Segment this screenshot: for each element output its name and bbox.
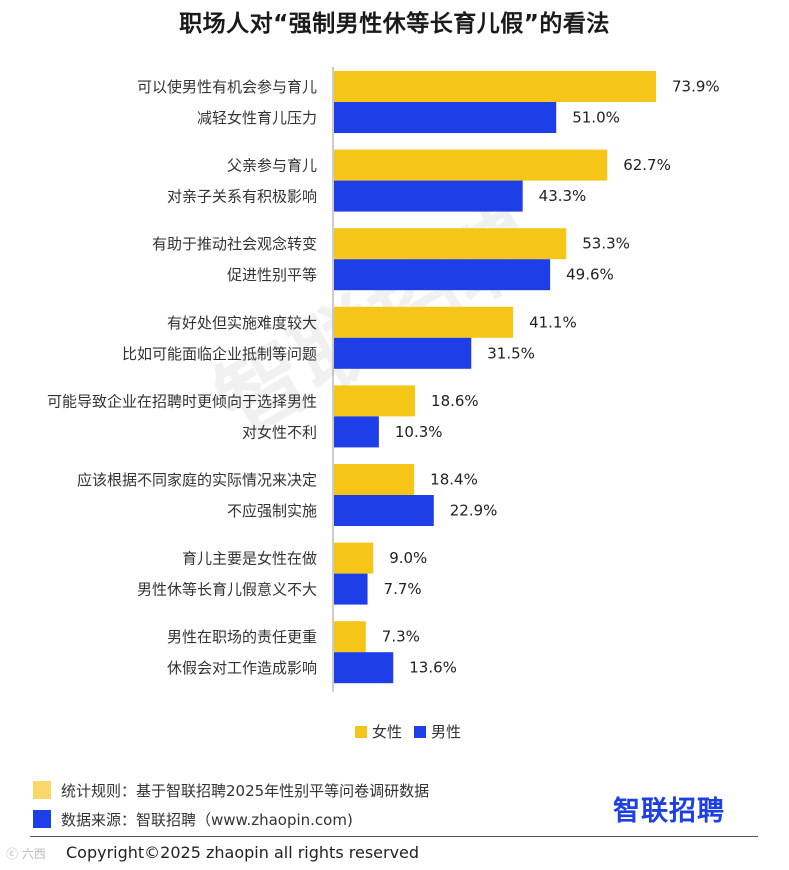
legend: 女性 男性 [355,721,461,742]
value-label-male: 43.3% [539,187,587,205]
bar-male [334,652,394,684]
bar-male [334,495,434,526]
bar-female [334,228,567,260]
category-label: 对女性不利 [242,423,317,441]
legend-item-female: 女性 [355,721,402,742]
value-label-male: 13.6% [409,659,457,677]
legend-label-male: 男性 [431,723,462,741]
category-label: 应该根据不同家庭的实际情况来决定 [77,471,317,489]
category-label: 可以使男性有机会参与育儿 [137,78,317,96]
value-label-male: 49.6% [566,266,614,284]
category-label: 男性休等长育儿假意义不大 [137,581,317,599]
value-label-female: 18.6% [431,392,479,410]
legend-swatch-male [414,725,427,738]
category-label: 对亲子关系有积极影响 [167,188,317,206]
value-label-male: 22.9% [450,502,498,520]
category-label: 减轻女性育儿压力 [197,109,317,127]
value-label-female: 73.9% [672,78,720,96]
bar-male [334,180,523,212]
category-label: 父亲参与育儿 [227,157,317,175]
note-swatch-blue [33,810,51,828]
copyright: Copyright©2025 zhaopin all rights reserv… [66,843,420,862]
category-label: 不应强制实施 [227,502,317,520]
value-label-male: 7.7% [384,580,422,598]
category-label: 有助于推动社会观念转变 [152,235,317,253]
value-label-male: 31.5% [487,344,535,362]
legend-item-male: 男性 [414,721,461,742]
note-stat-rule-text: 统计规则：基于智联招聘2025年性别平等问卷调研数据 [61,781,430,800]
note-swatch-yellow [33,781,51,799]
bar-female [334,71,656,102]
bar-female [334,149,608,181]
bar-female [334,464,415,495]
value-label-male: 51.0% [572,109,620,127]
corner-watermark: ⓒ 六西 [6,847,46,861]
bar-female [334,306,514,338]
note-stat-rule: 统计规则：基于智联招聘2025年性别平等问卷调研数据 [33,780,429,800]
bar-male [334,102,557,133]
bar-male [334,259,551,291]
bar-male [334,337,472,369]
category-label: 促进性别平等 [227,266,317,284]
category-label: 育儿主要是女性在做 [182,550,317,568]
bar-female [334,621,366,653]
value-label-female: 18.4% [430,471,478,489]
note-data-source: 数据来源：智联招聘（www.zhaopin.com) [33,809,429,829]
value-label-male: 10.3% [395,423,443,441]
value-label-female: 7.3% [382,628,420,646]
footer-notes: 统计规则：基于智联招聘2025年性别平等问卷调研数据 数据来源：智联招聘（www… [33,780,429,838]
category-label: 有好处但实施难度较大 [167,314,317,332]
value-label-female: 62.7% [623,156,671,174]
category-label: 男性在职场的责任更重 [167,628,317,646]
bar-male [334,416,379,448]
category-label: 比如可能面临企业抵制等问题 [122,345,317,363]
category-label: 可能导致企业在招聘时更倾向于选择男性 [47,392,317,410]
footer-divider [30,836,758,837]
chart-title: 职场人对“强制男性休等长育儿假”的看法 [179,11,610,37]
bar-female [334,542,374,574]
value-label-female: 9.0% [389,549,427,567]
bar-female [334,385,416,417]
value-label-female: 41.1% [529,313,577,331]
legend-swatch-female [355,725,367,738]
value-label-female: 53.3% [582,235,630,253]
category-label: 休假会对工作造成影响 [167,659,317,677]
brand-logo: 智联招聘 [613,796,725,827]
note-data-source-text: 数据来源：智联招聘（www.zhaopin.com) [61,810,353,829]
legend-label-female: 女性 [372,723,403,741]
bar-male [334,573,368,605]
